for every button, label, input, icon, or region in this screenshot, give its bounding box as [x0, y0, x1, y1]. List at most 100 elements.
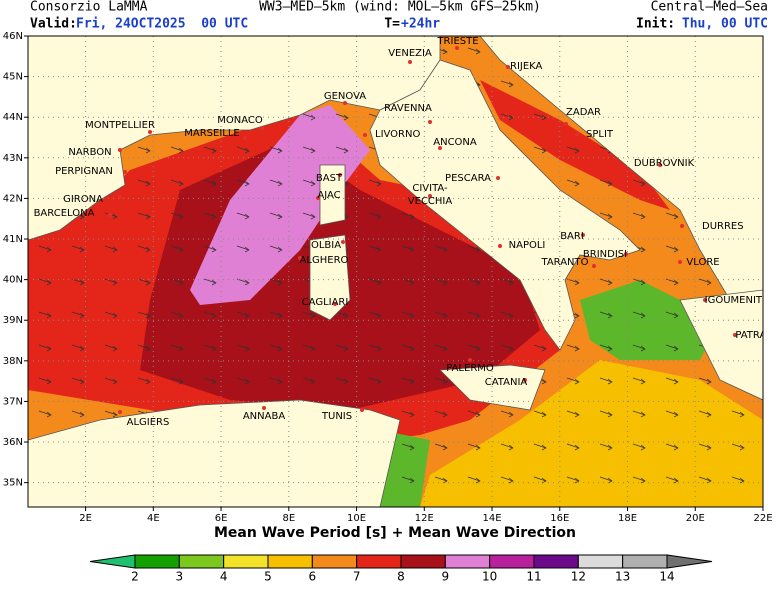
city-label: BAST — [316, 173, 343, 184]
direction-arrow — [731, 476, 745, 484]
direction-arrow — [236, 344, 250, 352]
direction-arrow — [71, 245, 85, 253]
colorbar-segment — [489, 554, 535, 569]
header-left: Consorzio LaMMA — [30, 0, 148, 15]
direction-arrow — [632, 311, 646, 319]
direction-arrow — [599, 179, 613, 187]
direction-arrow — [71, 344, 85, 352]
city-label: TRIESTE — [436, 36, 478, 47]
valid-label: Valid: — [30, 17, 77, 32]
city-label: PATRAS — [735, 330, 772, 341]
direction-arrow — [731, 410, 745, 418]
direction-arrow — [38, 311, 52, 319]
direction-arrow — [401, 212, 415, 220]
city-dot — [575, 132, 579, 136]
city-label: PERPIGNAN — [55, 166, 113, 177]
land — [439, 364, 546, 411]
city-label: NARBON — [68, 147, 111, 158]
direction-arrow — [203, 212, 217, 220]
direction-arrow — [698, 278, 712, 286]
direction-arrow — [434, 443, 448, 451]
direction-arrow — [104, 245, 118, 253]
direction-arrow — [269, 344, 283, 352]
direction-arrow — [137, 146, 151, 154]
direction-arrow — [533, 443, 547, 451]
direction-arrow — [467, 410, 481, 418]
direction-arrow — [599, 344, 613, 352]
colorbar-label: 5 — [264, 570, 272, 584]
city-label: DURRES — [702, 221, 744, 232]
direction-arrow — [401, 311, 415, 319]
direction-arrow — [236, 377, 250, 385]
city-label: SPLIT — [586, 129, 614, 140]
colorbar-segment — [400, 554, 446, 569]
direction-arrow — [71, 377, 85, 385]
city-label: GIRONA — [63, 194, 103, 205]
city-dot — [428, 120, 432, 124]
direction-arrow — [203, 146, 217, 154]
city-label: PESCARA — [445, 173, 491, 184]
direction-arrow — [269, 278, 283, 286]
direction-arrow — [302, 344, 316, 352]
city-dot — [118, 410, 122, 414]
colorbar-segment — [622, 554, 668, 569]
direction-arrow — [632, 278, 646, 286]
direction-arrow — [632, 344, 646, 352]
direction-arrow — [104, 311, 118, 319]
direction-arrow — [566, 146, 580, 154]
colorbar-label: 6 — [309, 570, 317, 584]
direction-arrow — [500, 443, 514, 451]
colorbar-label: 10 — [482, 570, 497, 584]
lon-tick-label: 12E — [415, 513, 434, 524]
colorbar-segment — [134, 554, 180, 569]
direction-arrow — [665, 344, 679, 352]
lat-tick-label: 37N — [3, 396, 23, 407]
direction-arrow — [500, 311, 514, 319]
direction-arrow — [368, 245, 382, 253]
colorbar-label: 3 — [176, 570, 184, 584]
direction-arrow — [203, 245, 217, 253]
city-label: VENEZIA — [388, 48, 432, 59]
direction-arrow — [599, 377, 613, 385]
city-label: BARI — [560, 231, 584, 242]
direction-arrow — [434, 410, 448, 418]
direction-arrow — [500, 113, 514, 121]
lon-tick-label: 8E — [282, 513, 295, 524]
direction-arrow — [170, 179, 184, 187]
direction-arrow — [434, 344, 448, 352]
city-dot — [498, 244, 502, 248]
city-label: MARSEILLE — [184, 128, 240, 139]
direction-arrow — [401, 344, 415, 352]
direction-arrow — [599, 311, 613, 319]
direction-arrow — [467, 245, 481, 253]
colorbar-end — [666, 554, 713, 569]
colorbar-segment — [444, 554, 491, 569]
lat-tick-label: 35N — [3, 478, 23, 489]
city-dot — [468, 358, 472, 362]
direction-arrow — [368, 179, 382, 187]
city-dot — [243, 136, 247, 140]
city-dot — [363, 133, 367, 137]
direction-arrow — [401, 410, 415, 418]
city-label: PALERMO — [446, 363, 494, 374]
init-value: Thu, 00 UTC — [682, 17, 768, 32]
direction-arrow — [533, 410, 547, 418]
direction-arrow — [170, 212, 184, 220]
lat-tick-label: 43N — [3, 153, 23, 164]
city-label: IGOUMENITSA — [705, 295, 776, 306]
direction-arrow — [368, 311, 382, 319]
colorbar-label: 12 — [571, 570, 586, 584]
city-label: RAVENNA — [384, 103, 432, 114]
direction-arrow — [434, 476, 448, 484]
direction-arrow — [170, 245, 184, 253]
direction-arrow — [335, 344, 349, 352]
city-dot — [581, 233, 585, 237]
colorbar-label: 14 — [659, 570, 674, 584]
colorbar-label: 7 — [353, 570, 361, 584]
lon-tick-label: 20E — [686, 513, 705, 524]
colorbar-end — [89, 554, 136, 569]
direction-arrow — [137, 311, 151, 319]
city-label: OLBIA — [311, 240, 341, 251]
city-dot — [360, 408, 364, 412]
direction-arrow — [335, 377, 349, 385]
